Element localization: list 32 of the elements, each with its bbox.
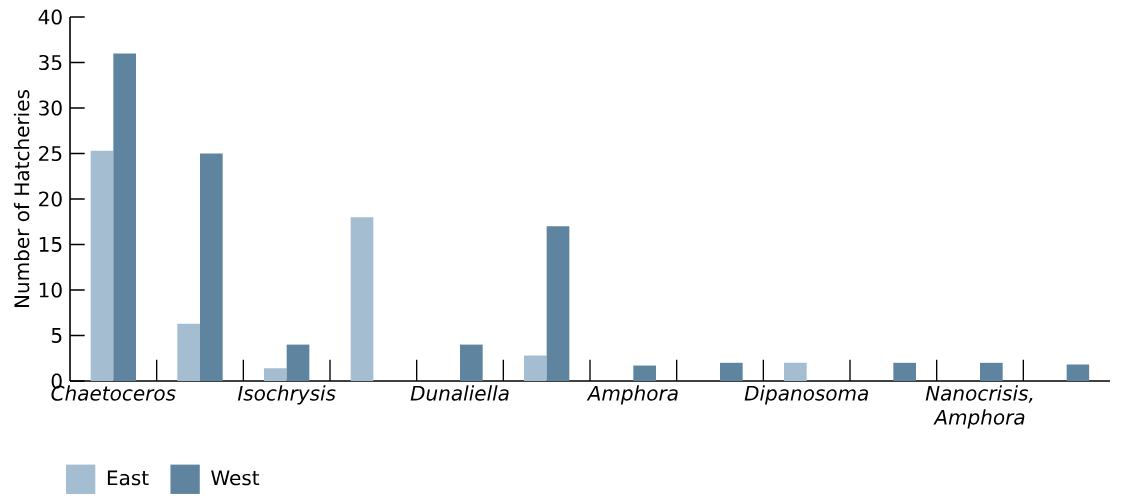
bar — [90, 150, 114, 382]
y-tick-label: 20 — [39, 191, 62, 207]
bar — [784, 362, 807, 382]
bar — [113, 53, 137, 382]
y-tick-label: 25 — [39, 146, 62, 162]
bar — [980, 362, 1003, 382]
bar — [633, 365, 657, 382]
x-tick-label: Dipanosoma — [744, 385, 868, 405]
legend-label: East — [107, 470, 149, 486]
y-tick-label: 30 — [39, 100, 62, 116]
bar — [177, 323, 201, 382]
bar — [893, 362, 917, 382]
bar — [546, 226, 570, 382]
y-tick-label: 35 — [39, 55, 62, 71]
y-tick-label: 40 — [38, 9, 62, 25]
bar — [350, 217, 374, 382]
bar — [460, 344, 483, 382]
x-tick-label: Amphora — [586, 385, 678, 405]
legend-label: West — [211, 470, 260, 486]
y-tick-label: 10 — [39, 282, 62, 298]
bar — [720, 362, 743, 382]
x-tick-label: Nanocrisis, Amphora — [925, 385, 1033, 429]
bar — [200, 153, 223, 382]
y-tick-label: 15 — [39, 237, 62, 253]
bar — [264, 368, 287, 382]
y-axis-title: Number of Hatcheries — [13, 90, 30, 308]
bar — [1066, 364, 1090, 382]
x-tick-label: Dunaliella — [410, 385, 509, 401]
bar — [286, 344, 310, 382]
y-tick-label: 5 — [51, 328, 62, 344]
x-tick-label: Isochrysis — [237, 385, 336, 405]
bar — [524, 355, 547, 382]
